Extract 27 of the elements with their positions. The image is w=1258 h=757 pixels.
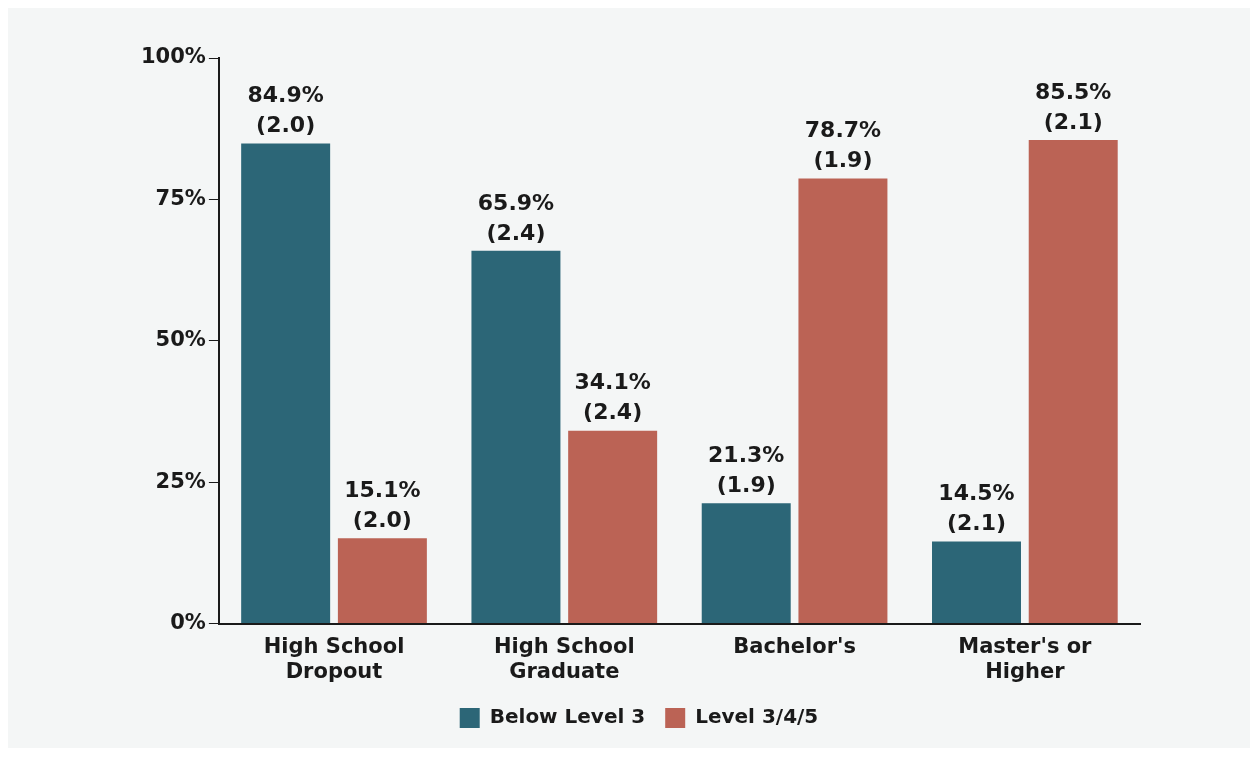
bar (471, 250, 561, 624)
legend-label: Level 3/4/5 (695, 704, 819, 729)
y-tick-label: 75% (155, 185, 206, 210)
data-label: 84.9% (2.0) (247, 82, 324, 138)
data-label: 85.5% (2.1) (1035, 78, 1112, 134)
data-label: 14.5% (2.1) (938, 480, 1015, 536)
x-tick-label: Master's or Higher (958, 633, 1093, 683)
y-tick-label: 100% (140, 44, 206, 69)
data-label: 21.3% (1.9) (708, 441, 785, 497)
bar (1028, 140, 1118, 624)
y-tick-label: 25% (155, 468, 206, 493)
y-tick-label: 50% (155, 327, 206, 352)
bar (932, 541, 1021, 624)
bar (568, 430, 658, 624)
bar (701, 503, 791, 624)
bar (798, 178, 888, 624)
bar (337, 538, 427, 624)
data-label: 34.1% (2.4) (574, 369, 651, 425)
x-tick-label: High School Graduate (493, 633, 635, 683)
x-tick-label: Bachelor's (733, 633, 856, 658)
bar (241, 143, 331, 624)
y-tick-label: 0% (170, 610, 206, 635)
x-tick-label: High School Dropout (263, 633, 405, 683)
data-label: 15.1% (2.0) (344, 476, 421, 532)
data-label: 78.7% (1.9) (804, 117, 882, 173)
data-label: 65.9% (2.4) (477, 189, 555, 245)
legend-label: Below Level 3 (489, 704, 646, 729)
